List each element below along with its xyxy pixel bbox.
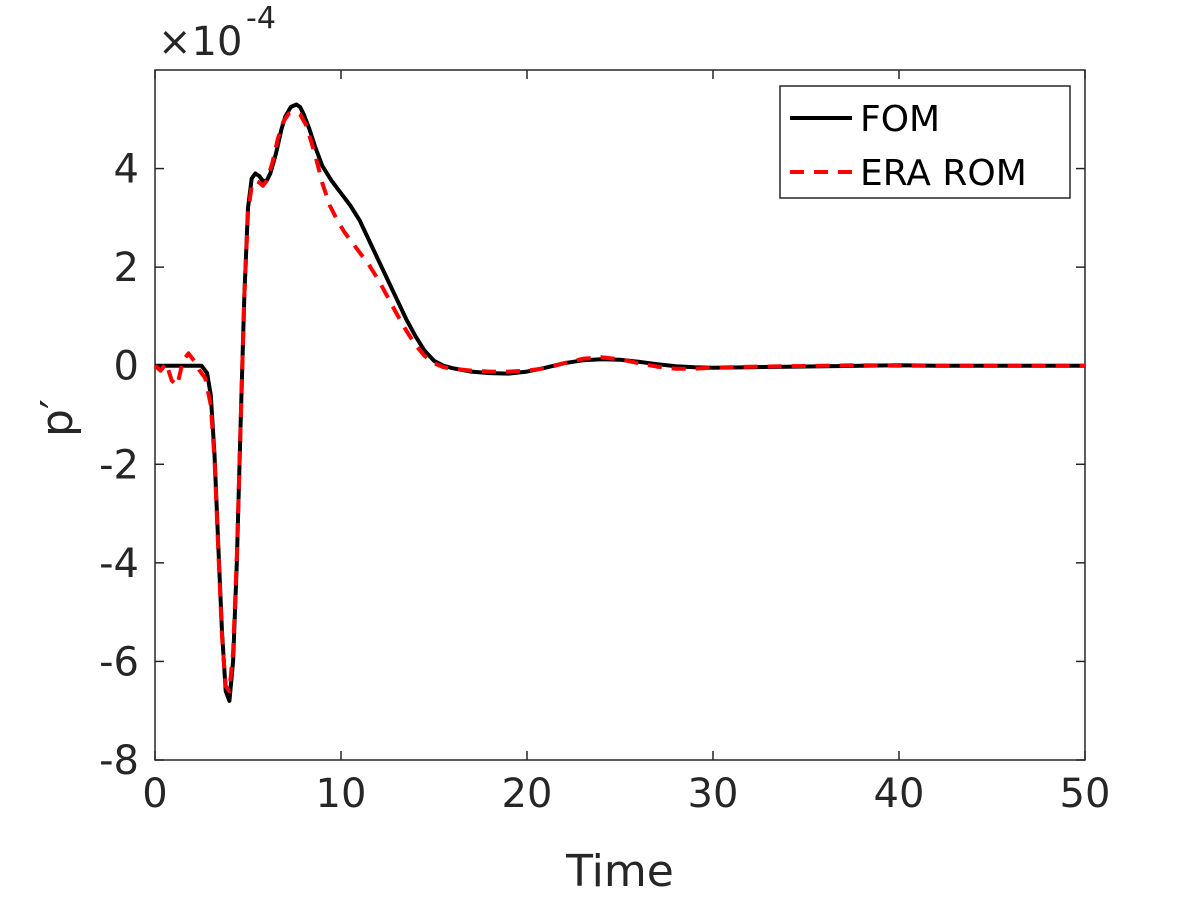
x-tick-label: 10 [316, 771, 367, 817]
x-tick-label: 40 [874, 771, 925, 817]
series-layer [153, 102, 1085, 703]
x-axis-title: Time [565, 846, 674, 897]
x-tick-label: 50 [1060, 771, 1111, 817]
y-scale-base: ×10 [158, 19, 242, 65]
legend: FOM ERA ROM [779, 85, 1071, 199]
legend-label-fom: FOM [860, 99, 940, 140]
legend-label-rom: ERA ROM [860, 153, 1027, 194]
y-tick-label: -4 [99, 541, 139, 587]
y-tick-label: -2 [99, 442, 139, 488]
x-tick-label: 0 [142, 771, 167, 817]
y-tick-label: 0 [114, 344, 139, 390]
y-axis-title: p′ [32, 399, 83, 437]
x-tick-label: 20 [502, 771, 553, 817]
y-tick-label: -6 [99, 639, 139, 685]
plot-frame [154, 69, 1086, 761]
plot-border [154, 69, 1086, 761]
legend-box [779, 85, 1071, 199]
tick-labels: 0 10 20 30 40 50 -8 -6 -4 -2 0 2 4 [99, 147, 1110, 817]
y-scale-exponent: -4 [246, 1, 276, 36]
y-tick-label: -8 [99, 738, 139, 784]
y-tick-label: 4 [114, 147, 139, 193]
y-tick-label: 2 [114, 245, 139, 291]
x-tick-label: 30 [688, 771, 739, 817]
